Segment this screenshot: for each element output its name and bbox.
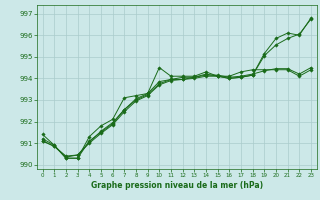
X-axis label: Graphe pression niveau de la mer (hPa): Graphe pression niveau de la mer (hPa): [91, 181, 263, 190]
